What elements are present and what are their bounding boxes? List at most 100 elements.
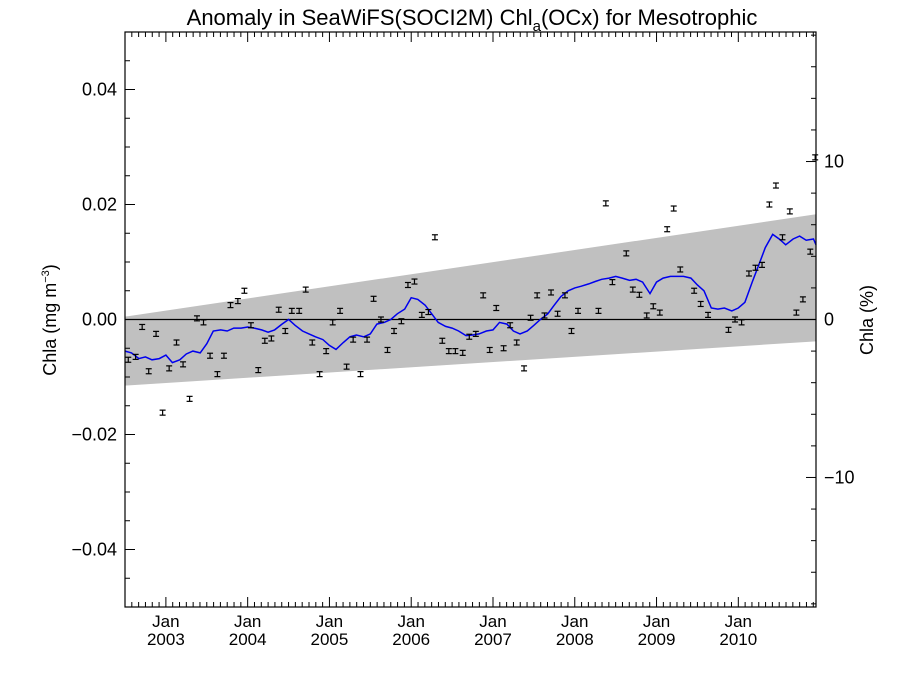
data-point [309, 339, 316, 346]
x-month-label: Jan [561, 612, 588, 631]
data-point [282, 327, 289, 335]
y-axis-left-label-sup: −3 [40, 270, 52, 283]
data-point [643, 312, 650, 319]
x-month-label: Jan [643, 612, 670, 631]
data-point [370, 295, 377, 302]
data-point [636, 291, 643, 298]
data-point [431, 234, 438, 241]
data-points [125, 154, 819, 416]
y-left-tick-label: 0.02 [82, 195, 117, 215]
data-point [575, 307, 582, 314]
data-point [500, 345, 507, 352]
y-left-tick-label: −0.02 [71, 425, 117, 445]
data-point [452, 348, 459, 355]
data-point [609, 279, 616, 286]
chart-title-suffix: (OCx) for Mesotrophic [541, 5, 757, 30]
confidence-band [125, 214, 816, 386]
data-point [398, 318, 405, 325]
data-point [738, 319, 745, 326]
data-point [752, 264, 759, 271]
data-point [302, 286, 309, 293]
data-point [411, 278, 418, 285]
chart-title-main: Anomaly in SeaWiFS(SOCI2M) Chl [187, 5, 533, 30]
data-point [159, 409, 166, 416]
data-point [629, 286, 636, 293]
data-point [377, 316, 384, 323]
data-point [527, 314, 534, 321]
data-point [350, 336, 357, 343]
data-point [384, 346, 391, 354]
y-right-tick-label: −10 [824, 467, 855, 487]
y-left-tick-label: −0.04 [71, 540, 117, 560]
data-point [200, 319, 207, 326]
data-point [439, 337, 446, 344]
data-point [139, 323, 146, 331]
data-point [480, 292, 487, 299]
data-point [145, 368, 152, 375]
x-month-label: Jan [234, 612, 261, 631]
x-month-label: Jan [316, 612, 343, 631]
band-area [125, 214, 816, 386]
x-year-label: 2007 [474, 630, 512, 649]
data-point [472, 330, 479, 337]
data-point [214, 371, 221, 378]
data-point [486, 346, 493, 354]
data-point [186, 395, 193, 402]
data-point [418, 311, 425, 318]
data-point [357, 371, 364, 378]
data-point [745, 270, 752, 277]
data-point [568, 327, 575, 335]
data-point [125, 356, 132, 363]
data-point [793, 309, 800, 316]
data-point [732, 316, 739, 323]
data-point [404, 281, 411, 289]
data-point [391, 327, 398, 335]
data-point [288, 307, 295, 314]
data-point [132, 353, 139, 360]
chart-title-subscript: a [533, 18, 542, 35]
data-point [677, 266, 684, 273]
data-point [493, 304, 500, 312]
y-axis-right-label: Chla (%) [857, 285, 877, 355]
y-axis-left-label-main: Chla (mg m [40, 283, 60, 376]
y-left-tick-label: 0.00 [82, 310, 117, 330]
data-point [548, 289, 555, 296]
x-year-label: 2009 [638, 630, 676, 649]
data-point [759, 261, 766, 268]
data-point [650, 303, 657, 310]
data-point [541, 312, 548, 319]
data-point [261, 337, 268, 344]
data-point [507, 322, 514, 329]
y-right-tick-label: 10 [824, 152, 844, 172]
data-point [779, 234, 786, 241]
data-point [664, 226, 671, 233]
data-point [812, 154, 819, 161]
data-point [445, 348, 452, 355]
data-point [364, 336, 371, 343]
data-point [534, 292, 541, 299]
data-point [691, 287, 698, 294]
data-point [180, 361, 187, 368]
trend-line-path [124, 233, 817, 364]
y-axis-left-label: Chla (mg m−3) [40, 264, 60, 376]
data-point [459, 349, 466, 356]
tick-labels: −0.04−0.020.000.020.04−10010Jan2003Jan20… [71, 80, 854, 650]
data-point [255, 367, 262, 374]
data-point [166, 365, 173, 372]
data-point [153, 330, 160, 337]
data-point [193, 315, 200, 322]
x-month-label: Jan [398, 612, 425, 631]
data-point [241, 287, 248, 294]
data-point [247, 322, 254, 329]
data-point [786, 208, 793, 215]
x-year-label: 2010 [719, 630, 757, 649]
data-point [725, 326, 732, 333]
data-point [316, 371, 323, 378]
x-year-label: 2006 [392, 630, 430, 649]
data-point [772, 182, 779, 189]
data-point [705, 311, 712, 318]
data-point [343, 363, 350, 370]
data-point [466, 333, 473, 340]
data-point [799, 296, 806, 303]
